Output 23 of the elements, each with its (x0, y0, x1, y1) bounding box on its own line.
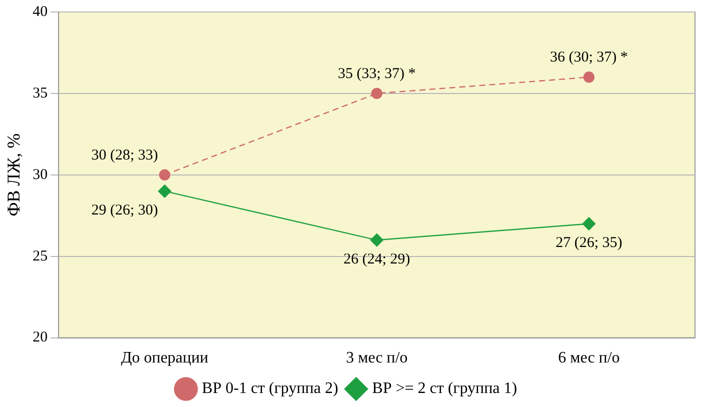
x-tick-label: 6 мес п/о (558, 350, 620, 367)
data-label: 35 (33; 37) * (338, 66, 416, 82)
y-axis-title: ФВ ЛЖ, % (4, 133, 24, 216)
point (583, 72, 595, 83)
legend-label: ВР >= 2 ст (группа 1) (372, 380, 518, 398)
point (371, 88, 382, 100)
data-label: 27 (26; 35) (556, 235, 622, 252)
y-tick-label: 30 (32, 166, 48, 183)
y-tick-label: 20 (32, 330, 48, 346)
point (159, 169, 170, 180)
y-tick-label: 35 (32, 85, 48, 102)
data-label: 29 (26; 30) (91, 202, 158, 219)
y-tick-label: 40 (32, 4, 48, 20)
x-tick-label: До операции (120, 350, 209, 367)
data-label: 36 (30; 37) * (550, 50, 628, 66)
data-label: 26 (24; 29) (343, 251, 410, 268)
point (370, 233, 384, 247)
legend-label: ВР 0-1 ст (группа 2) (202, 380, 338, 398)
point (158, 184, 172, 198)
point (582, 217, 596, 230)
x-tick-label: 3 мес п/о (346, 350, 408, 367)
data-label: 30 (28; 33) (91, 147, 158, 164)
y-tick-label: 25 (32, 248, 48, 264)
